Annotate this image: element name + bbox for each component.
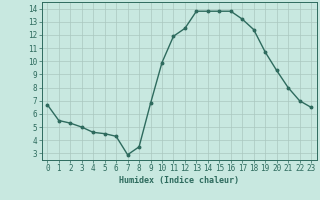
- X-axis label: Humidex (Indice chaleur): Humidex (Indice chaleur): [119, 176, 239, 185]
